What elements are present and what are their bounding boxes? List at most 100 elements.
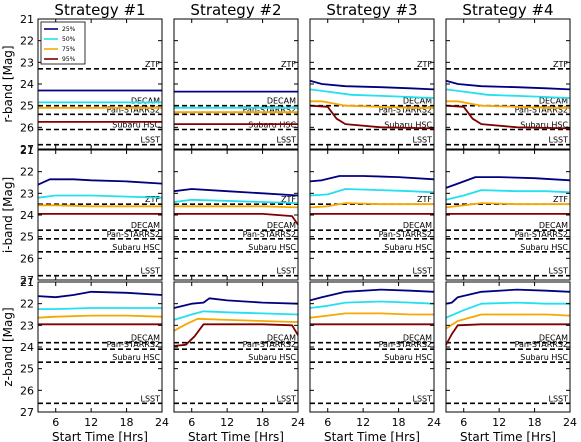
x-tick-label: 6 — [52, 416, 59, 429]
y-tick-label: 25 — [20, 100, 34, 113]
x-tick-label: 6 — [324, 416, 331, 429]
ylabel-row-3: z-band [Mag] — [1, 307, 15, 386]
x-tick-label: 12 — [220, 416, 234, 429]
reference-label: DECAM — [539, 97, 568, 106]
reference-label: LSST — [413, 136, 433, 145]
series-line-25pct — [37, 290, 163, 299]
series-line-95pct — [445, 323, 570, 346]
reference-label: DECAM — [131, 97, 160, 106]
reference-label: LSST — [549, 267, 569, 276]
y-tick-label: 26 — [20, 121, 34, 134]
panel-frame — [309, 149, 435, 281]
y-tick-label: 27 — [20, 274, 34, 287]
reference-label: LSST — [277, 394, 297, 403]
y-tick-label: 23 — [20, 56, 34, 69]
series-line-25pct — [37, 178, 163, 186]
x-tick-label: 18 — [392, 416, 406, 429]
series-line-25pct — [445, 176, 571, 189]
x-tick-label: 18 — [528, 416, 542, 429]
column-title-2: Strategy #2 — [190, 1, 281, 19]
series-line-25pct — [173, 297, 299, 309]
y-tick-label: 27 — [20, 406, 34, 419]
reference-label: DECAM — [403, 97, 432, 106]
x-tick-label: 24 — [427, 416, 441, 429]
y-tick-label: 26 — [20, 384, 34, 397]
series-line-95pct — [309, 104, 435, 130]
y-tick-label: 23 — [20, 319, 34, 332]
reference-label: Subaru HSC — [248, 243, 296, 252]
series-line-50pct — [445, 88, 571, 99]
reference-label: LSST — [549, 136, 569, 145]
series-line-25pct — [309, 175, 435, 183]
series-line-50pct — [445, 189, 571, 201]
reference-label: DECAM — [267, 97, 296, 106]
reference-label: Pan-STARRS2 — [107, 340, 160, 349]
ylabel-row-2: i-band [Mag] — [1, 177, 15, 253]
reference-label: Pan-STARRS2 — [515, 105, 568, 114]
reference-label: Pan-STARRS2 — [107, 105, 160, 114]
x-tick-label: 12 — [356, 416, 370, 429]
reference-label: Subaru HSC — [384, 121, 432, 130]
y-tick-label: 21 — [20, 13, 34, 26]
reference-label: Pan-STARRS2 — [243, 230, 296, 239]
series-line-25pct — [445, 79, 571, 91]
reference-label: Subaru HSC — [112, 353, 160, 362]
series-line-75pct — [173, 317, 299, 332]
reference-label: ZTF — [417, 60, 432, 69]
reference-label: ZTF — [145, 60, 160, 69]
x-axis-label: Start Time [Hrs] — [188, 430, 284, 442]
series-line-75pct — [445, 313, 571, 330]
reference-label: ZTF — [281, 195, 296, 204]
series-line-50pct — [309, 188, 435, 197]
series-line-50pct — [309, 88, 435, 99]
reference-label: ZTF — [417, 195, 432, 204]
y-tick-label: 24 — [20, 209, 34, 222]
series-line-25pct — [445, 288, 571, 305]
series-line-50pct — [445, 301, 570, 319]
x-tick-label: 18 — [120, 416, 134, 429]
x-tick-label: 24 — [291, 416, 305, 429]
series-line-25pct — [309, 288, 435, 302]
reference-label: Subaru HSC — [112, 121, 160, 130]
legend: 25% 50% 75% 95% — [40, 21, 86, 65]
reference-label: Subaru HSC — [520, 121, 568, 130]
series-line-95pct — [445, 104, 571, 130]
reference-label: Pan-STARRS2 — [379, 230, 432, 239]
series-line-75pct — [37, 314, 163, 319]
x-tick-label: 6 — [460, 416, 467, 429]
x-tick-label: 24 — [563, 416, 577, 429]
y-tick-label: 25 — [20, 231, 34, 244]
series-line-75pct — [310, 100, 434, 109]
y-tick-label: 22 — [20, 166, 34, 179]
reference-label: ZTF — [145, 195, 160, 204]
y-tick-label: 22 — [20, 298, 34, 311]
reference-label: Subaru HSC — [112, 243, 160, 252]
x-tick-label: 24 — [155, 416, 169, 429]
y-tick-label: 25 — [20, 363, 34, 376]
reference-label: Pan-STARRS2 — [243, 340, 296, 349]
reference-label: Subaru HSC — [384, 353, 432, 362]
x-axis-label: Start Time [Hrs] — [324, 430, 420, 442]
legend-label: 95% — [62, 56, 76, 63]
x-tick-label: 18 — [256, 416, 270, 429]
series-line-50pct — [38, 307, 162, 310]
reference-label: Subaru HSC — [384, 243, 432, 252]
reference-label: LSST — [413, 267, 433, 276]
reference-label: DECAM — [131, 221, 160, 230]
reference-label: LSST — [141, 394, 161, 403]
reference-label: Pan-STARRS2 — [243, 105, 296, 114]
series-line-75pct — [38, 204, 162, 208]
series-line-95pct — [173, 323, 299, 347]
ylabel-row-1: r-band [Mag] — [1, 45, 15, 122]
column-title-3: Strategy #3 — [326, 1, 417, 19]
legend-label: 75% — [62, 46, 76, 53]
